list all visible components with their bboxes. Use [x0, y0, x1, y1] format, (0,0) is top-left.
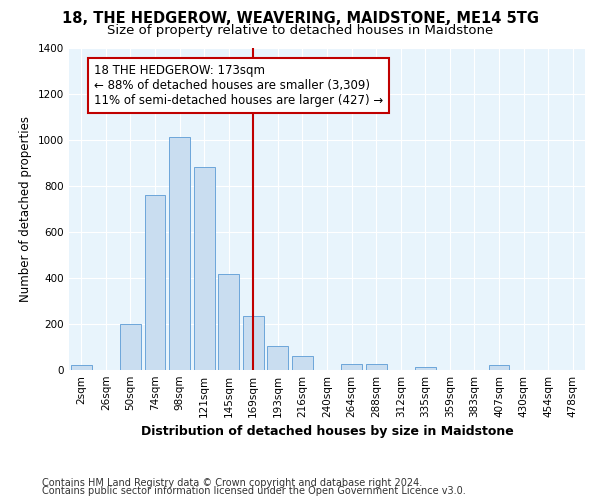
Bar	[218, 274, 239, 370]
Text: Size of property relative to detached houses in Maidstone: Size of property relative to detached ho…	[107, 24, 493, 37]
Bar	[341, 364, 362, 370]
X-axis label: Distribution of detached houses by size in Maidstone: Distribution of detached houses by size …	[140, 426, 514, 438]
Bar	[292, 356, 313, 370]
Bar	[488, 366, 509, 370]
Bar	[194, 168, 215, 370]
Text: 18, THE HEDGEROW, WEAVERING, MAIDSTONE, ME14 5TG: 18, THE HEDGEROW, WEAVERING, MAIDSTONE, …	[62, 11, 539, 26]
Text: 18 THE HEDGEROW: 173sqm
← 88% of detached houses are smaller (3,309)
11% of semi: 18 THE HEDGEROW: 173sqm ← 88% of detache…	[94, 64, 383, 106]
Bar	[243, 316, 264, 370]
Bar	[415, 366, 436, 370]
Bar	[120, 324, 141, 370]
Bar	[71, 366, 92, 370]
Bar	[365, 364, 386, 370]
Y-axis label: Number of detached properties: Number of detached properties	[19, 116, 32, 302]
Bar	[145, 195, 166, 370]
Bar	[169, 138, 190, 370]
Text: Contains public sector information licensed under the Open Government Licence v3: Contains public sector information licen…	[42, 486, 466, 496]
Text: Contains HM Land Registry data © Crown copyright and database right 2024.: Contains HM Land Registry data © Crown c…	[42, 478, 422, 488]
Bar	[268, 346, 289, 370]
